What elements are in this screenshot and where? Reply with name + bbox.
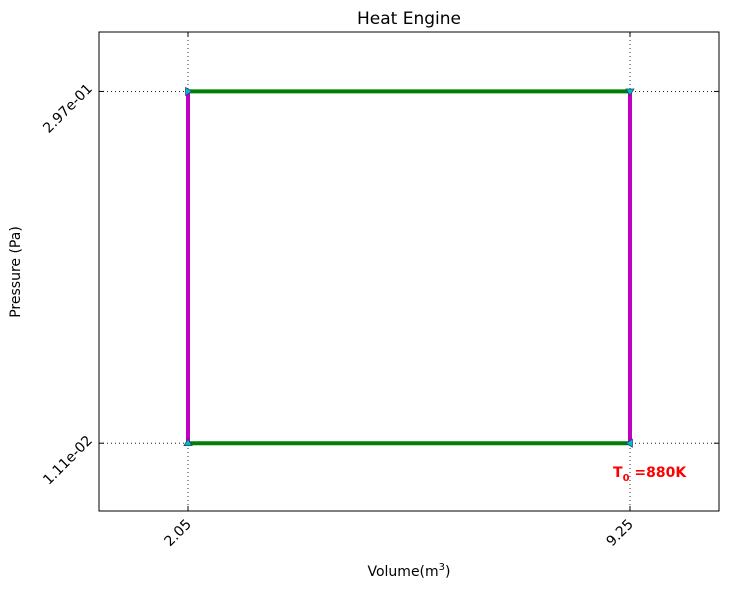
temperature-annotation: T0 =880K [613,465,687,484]
state-point-marker [625,88,635,97]
state-point-marker [183,438,193,447]
plot-frame [98,31,720,512]
cycle-path [186,89,632,446]
y-axis-label: Pressure (Pa) [8,226,24,318]
state-markers [183,86,635,448]
state-point-marker [625,438,633,448]
state-point-marker [185,86,193,97]
x-axis-label: Volume(m3) [367,562,450,580]
chart-title: Heat Engine [357,9,461,29]
